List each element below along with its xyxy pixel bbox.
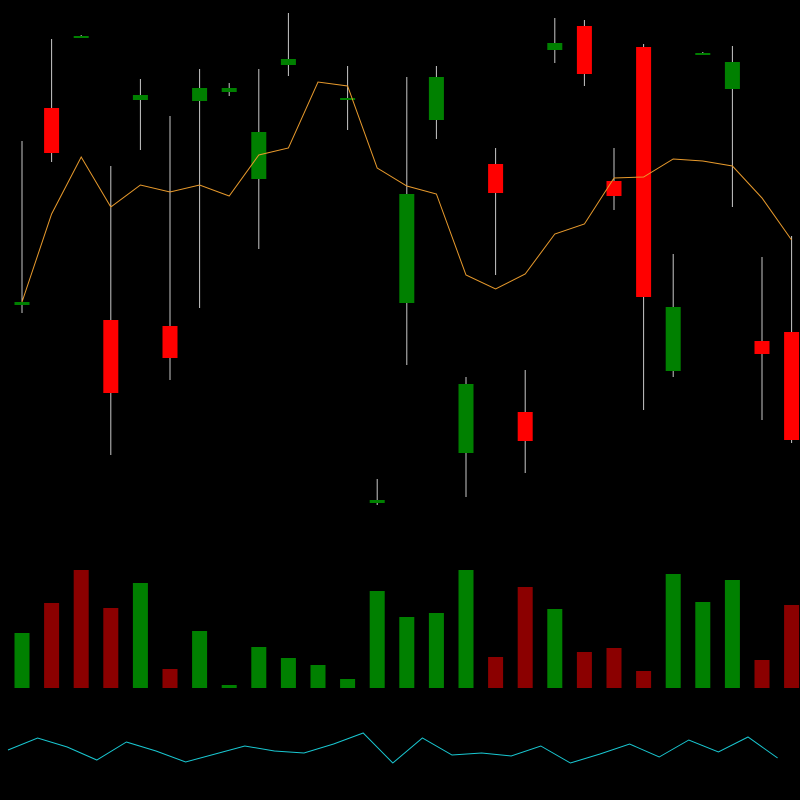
candle-body [784,332,800,440]
volume-bar [221,685,237,688]
volume-bar [636,671,652,688]
volume-bar [547,609,563,688]
volume-bar [695,602,711,688]
candle-body [103,320,119,393]
volume-bar [399,617,415,688]
volume-bar [754,660,770,688]
volume-bar [73,570,89,688]
volume-bar [340,679,356,688]
candle-body [340,98,356,100]
volume-bar [606,648,622,688]
volume-bar [132,583,148,688]
volume-bar [784,605,800,688]
candle-body [754,341,770,354]
candle-body [14,302,30,305]
volume-bar [14,633,30,688]
candle-body [399,194,415,303]
candle-body [695,53,711,55]
candle-body [221,88,237,92]
volume-bar [517,587,533,688]
volume-bar [488,657,504,688]
volume-bar [310,665,326,688]
candle-body [576,26,592,74]
moving-average-line [21,81,793,303]
candle-body [44,108,60,153]
volume-bar [162,669,178,688]
candle-body [192,88,208,101]
candle-body [162,326,178,358]
candle-body [517,412,533,441]
candle-body [488,164,504,193]
volume-bar [458,570,474,688]
volume-bar [576,652,592,688]
candle-body [636,47,652,297]
volume-bar [724,580,740,688]
volume-bar [103,608,119,688]
candle-body [73,36,89,38]
volume-bar [665,574,681,688]
candle-body [132,95,148,100]
candle-body [724,62,740,89]
volume-bar [251,647,267,688]
candle-body [547,43,563,50]
volume-bar [280,658,296,688]
volume-bar [44,603,60,688]
candle-body [606,181,622,196]
candle-body [665,307,681,371]
candle-body [458,384,474,453]
volume-bar [369,591,385,688]
indicator-line [7,732,778,764]
candle-body [280,59,296,65]
volume-bar [192,631,208,688]
candle-body [428,77,444,120]
volume-bar [428,613,444,688]
candle-body [369,500,385,503]
